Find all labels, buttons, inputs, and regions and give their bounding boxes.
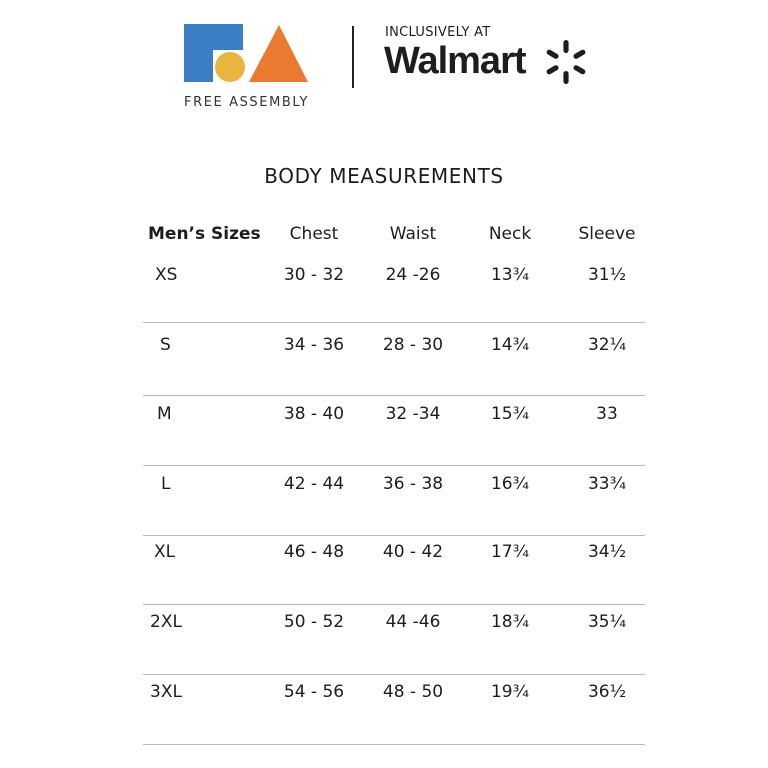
cell-neck: 15¾ — [490, 404, 530, 424]
free-assembly-wordmark: FREE ASSEMBLY — [184, 95, 310, 110]
cell-waist: 44 -46 — [385, 612, 441, 632]
cell-waist: 24 -26 — [385, 265, 441, 285]
cell-neck: 17¾ — [490, 542, 530, 562]
header-neck: Neck — [488, 224, 532, 244]
row-divider — [143, 535, 645, 536]
header-sleeve: Sleeve — [578, 224, 636, 244]
cell-chest: 42 - 44 — [283, 474, 345, 494]
cell-waist: 40 - 42 — [382, 542, 444, 562]
cell-chest: 30 - 32 — [283, 265, 345, 285]
row-divider — [143, 744, 645, 745]
walmart-spark-icon — [542, 38, 590, 90]
cell-size: XL — [154, 542, 176, 562]
walmart-wordmark: Walmart — [384, 40, 527, 82]
cell-chest: 34 - 36 — [283, 335, 345, 355]
cell-size: M — [157, 404, 172, 424]
cell-neck: 13¾ — [490, 265, 530, 285]
cell-waist: 48 - 50 — [382, 682, 444, 702]
cell-sleeve: 31½ — [587, 265, 627, 285]
row-divider — [143, 465, 645, 466]
cell-waist: 28 - 30 — [382, 335, 444, 355]
row-divider — [143, 604, 645, 605]
cell-size: 2XL — [150, 612, 182, 632]
row-divider — [143, 674, 645, 675]
cell-sleeve: 36½ — [587, 682, 627, 702]
cell-size: L — [161, 474, 171, 494]
cell-chest: 54 - 56 — [283, 682, 345, 702]
cell-chest: 50 - 52 — [283, 612, 345, 632]
row-divider — [143, 395, 645, 396]
header-mens-sizes: Men’s Sizes — [148, 224, 261, 244]
free-assembly-logo-mark — [184, 24, 308, 82]
page-title: BODY MEASUREMENTS — [264, 164, 504, 188]
cell-sleeve: 32¼ — [587, 335, 627, 355]
row-divider — [143, 322, 645, 323]
cell-chest: 46 - 48 — [283, 542, 345, 562]
header-chest: Chest — [289, 224, 339, 244]
cell-neck: 16¾ — [490, 474, 530, 494]
free-assembly-logo — [183, 24, 311, 84]
cell-waist: 36 - 38 — [382, 474, 444, 494]
header-waist: Waist — [389, 224, 437, 244]
cell-size: S — [160, 335, 171, 355]
cell-size: 3XL — [150, 682, 182, 702]
cell-waist: 32 -34 — [385, 404, 441, 424]
cell-sleeve: 35¼ — [587, 612, 627, 632]
cell-sleeve: 33 — [596, 404, 618, 424]
cell-size: XS — [155, 265, 178, 285]
cell-neck: 19¾ — [490, 682, 530, 702]
tagline: INCLUSIVELY AT — [385, 25, 491, 40]
cell-sleeve: 34½ — [587, 542, 627, 562]
logo-divider — [352, 26, 354, 88]
cell-sleeve: 33¾ — [587, 474, 627, 494]
cell-chest: 38 - 40 — [283, 404, 345, 424]
cell-neck: 18¾ — [490, 612, 530, 632]
cell-neck: 14¾ — [490, 335, 530, 355]
